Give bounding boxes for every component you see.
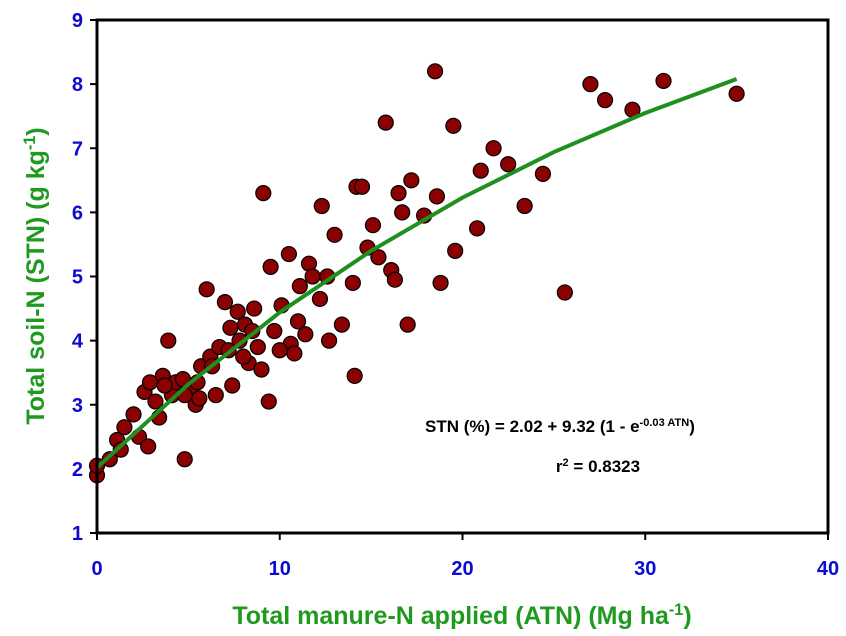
- data-point: [222, 319, 239, 336]
- y-tick-label: 6: [72, 202, 83, 224]
- data-point: [333, 316, 350, 333]
- y-tick-label: 2: [72, 459, 83, 481]
- y-axis-title-tail: ): [22, 127, 50, 135]
- data-point: [399, 316, 416, 333]
- data-point: [320, 332, 338, 349]
- x-tick-label: 30: [634, 558, 656, 580]
- data-point: [377, 114, 394, 131]
- data-point: [246, 300, 263, 317]
- y-axis-title-sup: -1: [21, 136, 39, 150]
- data-point: [394, 204, 411, 221]
- y-tick-label: 5: [72, 267, 83, 289]
- data-point: [304, 268, 321, 285]
- data-point: [728, 85, 745, 102]
- data-point: [311, 290, 329, 308]
- data-point: [297, 326, 314, 343]
- data-point: [271, 342, 288, 359]
- data-point: [403, 172, 420, 189]
- r-squared-sup: 2: [563, 457, 569, 469]
- data-point: [156, 377, 173, 394]
- data-point: [556, 284, 573, 301]
- data-point: [191, 390, 208, 407]
- fit-line: [95, 77, 738, 470]
- data-point: [364, 217, 382, 234]
- data-point: [216, 294, 234, 311]
- x-tick-label: 10: [269, 558, 291, 580]
- data-point: [125, 406, 142, 423]
- data-point: [582, 76, 599, 93]
- data-point: [140, 438, 157, 455]
- plot-frame: [95, 18, 830, 535]
- data-point: [253, 361, 270, 378]
- y-tick-label: 7: [72, 138, 83, 160]
- data-point: [472, 162, 489, 179]
- data-point: [260, 393, 277, 410]
- y-axis-title-text: Total soil-N (STN) (g kg: [22, 150, 50, 425]
- data-point: [655, 72, 672, 90]
- y-tick-label: 8: [72, 74, 83, 96]
- data-point: [500, 156, 517, 173]
- y-tick-label: 9: [72, 10, 83, 32]
- data-point: [445, 117, 462, 134]
- data-point: [346, 367, 363, 384]
- equation: STN (%) = 2.02 + 9.32 (1 - e-0.03 ATN): [425, 417, 695, 436]
- y-tick-label: 4: [72, 331, 84, 353]
- y-tick-label: 3: [72, 395, 83, 417]
- data-point: [147, 393, 164, 410]
- data-point: [596, 92, 614, 109]
- data-point: [229, 303, 246, 320]
- data-point: [224, 377, 241, 394]
- data-point: [390, 185, 407, 202]
- data-point: [198, 281, 215, 298]
- data-point: [207, 387, 224, 404]
- r-squared: r2 = 0.8323: [556, 457, 640, 476]
- data-point: [266, 322, 283, 340]
- equation-tail: ): [689, 417, 695, 436]
- data-point: [176, 451, 193, 468]
- x-tick-label: 40: [817, 558, 839, 580]
- x-axis-title: Total manure-N applied (ATN) (Mg ha-1): [232, 601, 691, 630]
- x-tick-label: 0: [91, 558, 102, 580]
- data-point: [235, 348, 252, 365]
- x-axis-title-sup: -1: [669, 601, 683, 619]
- data-point: [313, 197, 330, 215]
- data-point: [469, 220, 486, 237]
- data-point: [485, 140, 502, 157]
- data-point: [116, 419, 133, 436]
- data-point: [262, 258, 279, 275]
- data-point: [101, 451, 118, 468]
- data-point: [280, 245, 297, 263]
- data-point: [112, 441, 129, 458]
- equation-sup: -0.03 ATN: [640, 417, 690, 429]
- data-point: [141, 374, 159, 391]
- y-tick-label: 1: [72, 523, 83, 545]
- data-point: [447, 242, 464, 259]
- x-axis-title-tail: ): [683, 602, 691, 630]
- y-axis-title: Total soil-N (STN) (g kg-1): [21, 127, 50, 424]
- data-point: [432, 274, 449, 292]
- data-point: [160, 332, 177, 349]
- data-point: [249, 338, 266, 356]
- x-axis-title-text: Total manure-N applied (ATN) (Mg ha: [232, 602, 670, 630]
- data-point: [534, 165, 552, 182]
- r-squared-text: r: [556, 457, 563, 476]
- data-point: [344, 274, 361, 292]
- data-point: [516, 197, 533, 215]
- data-point: [286, 345, 303, 362]
- data-point: [255, 185, 272, 202]
- data-point: [370, 249, 387, 266]
- data-point: [289, 313, 307, 330]
- data-point: [386, 271, 403, 288]
- r-squared-tail: = 0.8323: [569, 457, 640, 476]
- data-point: [426, 63, 444, 80]
- equation-text: STN (%) = 2.02 + 9.32 (1 - e: [425, 417, 639, 436]
- data-point: [326, 226, 343, 243]
- data-point: [353, 178, 371, 195]
- data-point: [291, 278, 308, 295]
- x-tick-label: 20: [451, 558, 473, 580]
- data-point: [428, 188, 446, 205]
